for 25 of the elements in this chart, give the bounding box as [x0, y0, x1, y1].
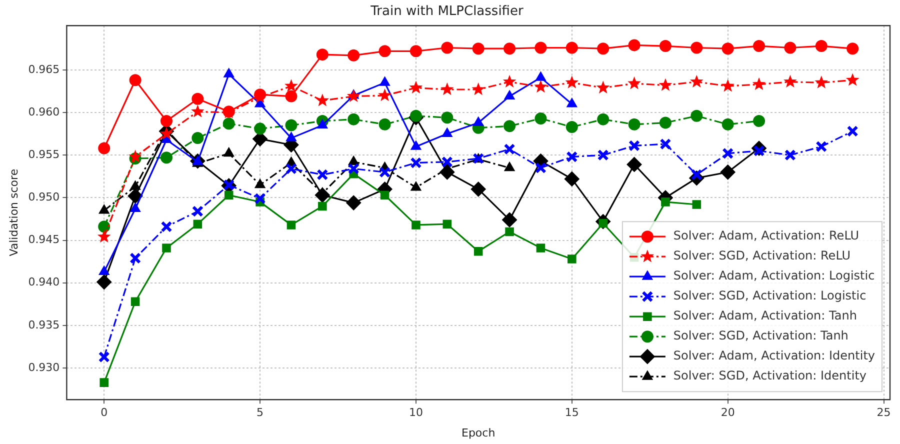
- y-tick-label: 0.940: [28, 276, 60, 289]
- legend-label: Solver: SGD, Activation: ReLU: [673, 248, 851, 263]
- legend-label: Solver: SGD, Activation: Identity: [673, 368, 867, 383]
- x-axis-title: Epoch: [462, 426, 496, 440]
- y-tick-label: 0.960: [28, 105, 60, 118]
- chart-title: Train with MLPClassifier: [370, 4, 524, 20]
- y-tick-label: 0.945: [28, 233, 60, 246]
- y-tick-label: 0.935: [28, 318, 60, 332]
- y-tick-label: 0.930: [28, 360, 60, 374]
- x-tick-label: 10: [408, 406, 423, 420]
- y-tick-label: 0.955: [28, 148, 60, 161]
- x-tick-label: 15: [564, 406, 579, 420]
- legend-label: Solver: Adam, Activation: ReLU: [673, 228, 860, 243]
- x-tick-label: 25: [876, 406, 891, 420]
- legend-label: Solver: Adam, Activation: Tanh: [673, 308, 857, 323]
- y-axis-title: Validation score: [7, 168, 20, 256]
- legend-label: Solver: Adam, Activation: Identity: [673, 348, 876, 363]
- legend-label: Solver: Adam, Activation: Logistic: [673, 268, 875, 283]
- legend-label: Solver: SGD, Activation: Logistic: [673, 288, 866, 303]
- legend-label: Solver: SGD, Activation: Tanh: [673, 328, 848, 343]
- x-tick-label: 5: [256, 406, 264, 420]
- x-tick-label: 20: [720, 406, 735, 420]
- x-tick-label: 0: [100, 406, 108, 420]
- y-tick-label: 0.950: [28, 190, 60, 204]
- y-tick-label: 0.965: [28, 62, 60, 76]
